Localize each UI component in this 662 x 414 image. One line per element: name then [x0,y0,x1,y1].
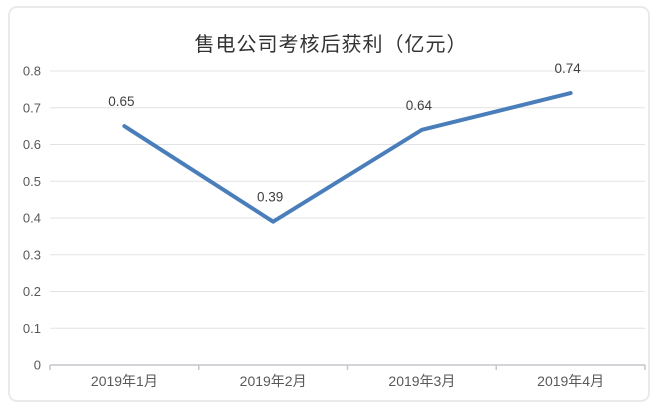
data-line [122,91,573,224]
x-axis-category-label: 2019年2月 [240,373,307,389]
data-point-label: 0.39 [257,190,283,205]
x-axis-category-label: 2019年4月 [537,373,604,389]
chart-frame [8,6,650,402]
y-axis-tick-label: 0 [34,358,41,373]
y-axis-tick-label: 0.3 [23,247,41,262]
y-axis-tick-label: 0.4 [23,211,41,226]
y-axis-tick-label: 0.8 [23,64,41,79]
data-point-label: 0.64 [406,98,433,113]
x-axis-category-label: 2019年3月 [388,373,455,389]
y-axis-tick-label: 0.7 [23,100,41,115]
y-axis-tick-label: 0.1 [23,321,41,336]
y-axis-tick-label: 0.6 [23,137,41,152]
x-axis-category-label: 2019年1月 [91,373,158,389]
y-axis-tick-label: 0.2 [23,284,41,299]
data-point-label: 0.74 [554,61,581,76]
chart-title: 售电公司考核后获利（亿元） [194,34,468,56]
y-axis-tick-label: 0.5 [23,174,41,189]
data-point-label: 0.65 [108,94,134,109]
